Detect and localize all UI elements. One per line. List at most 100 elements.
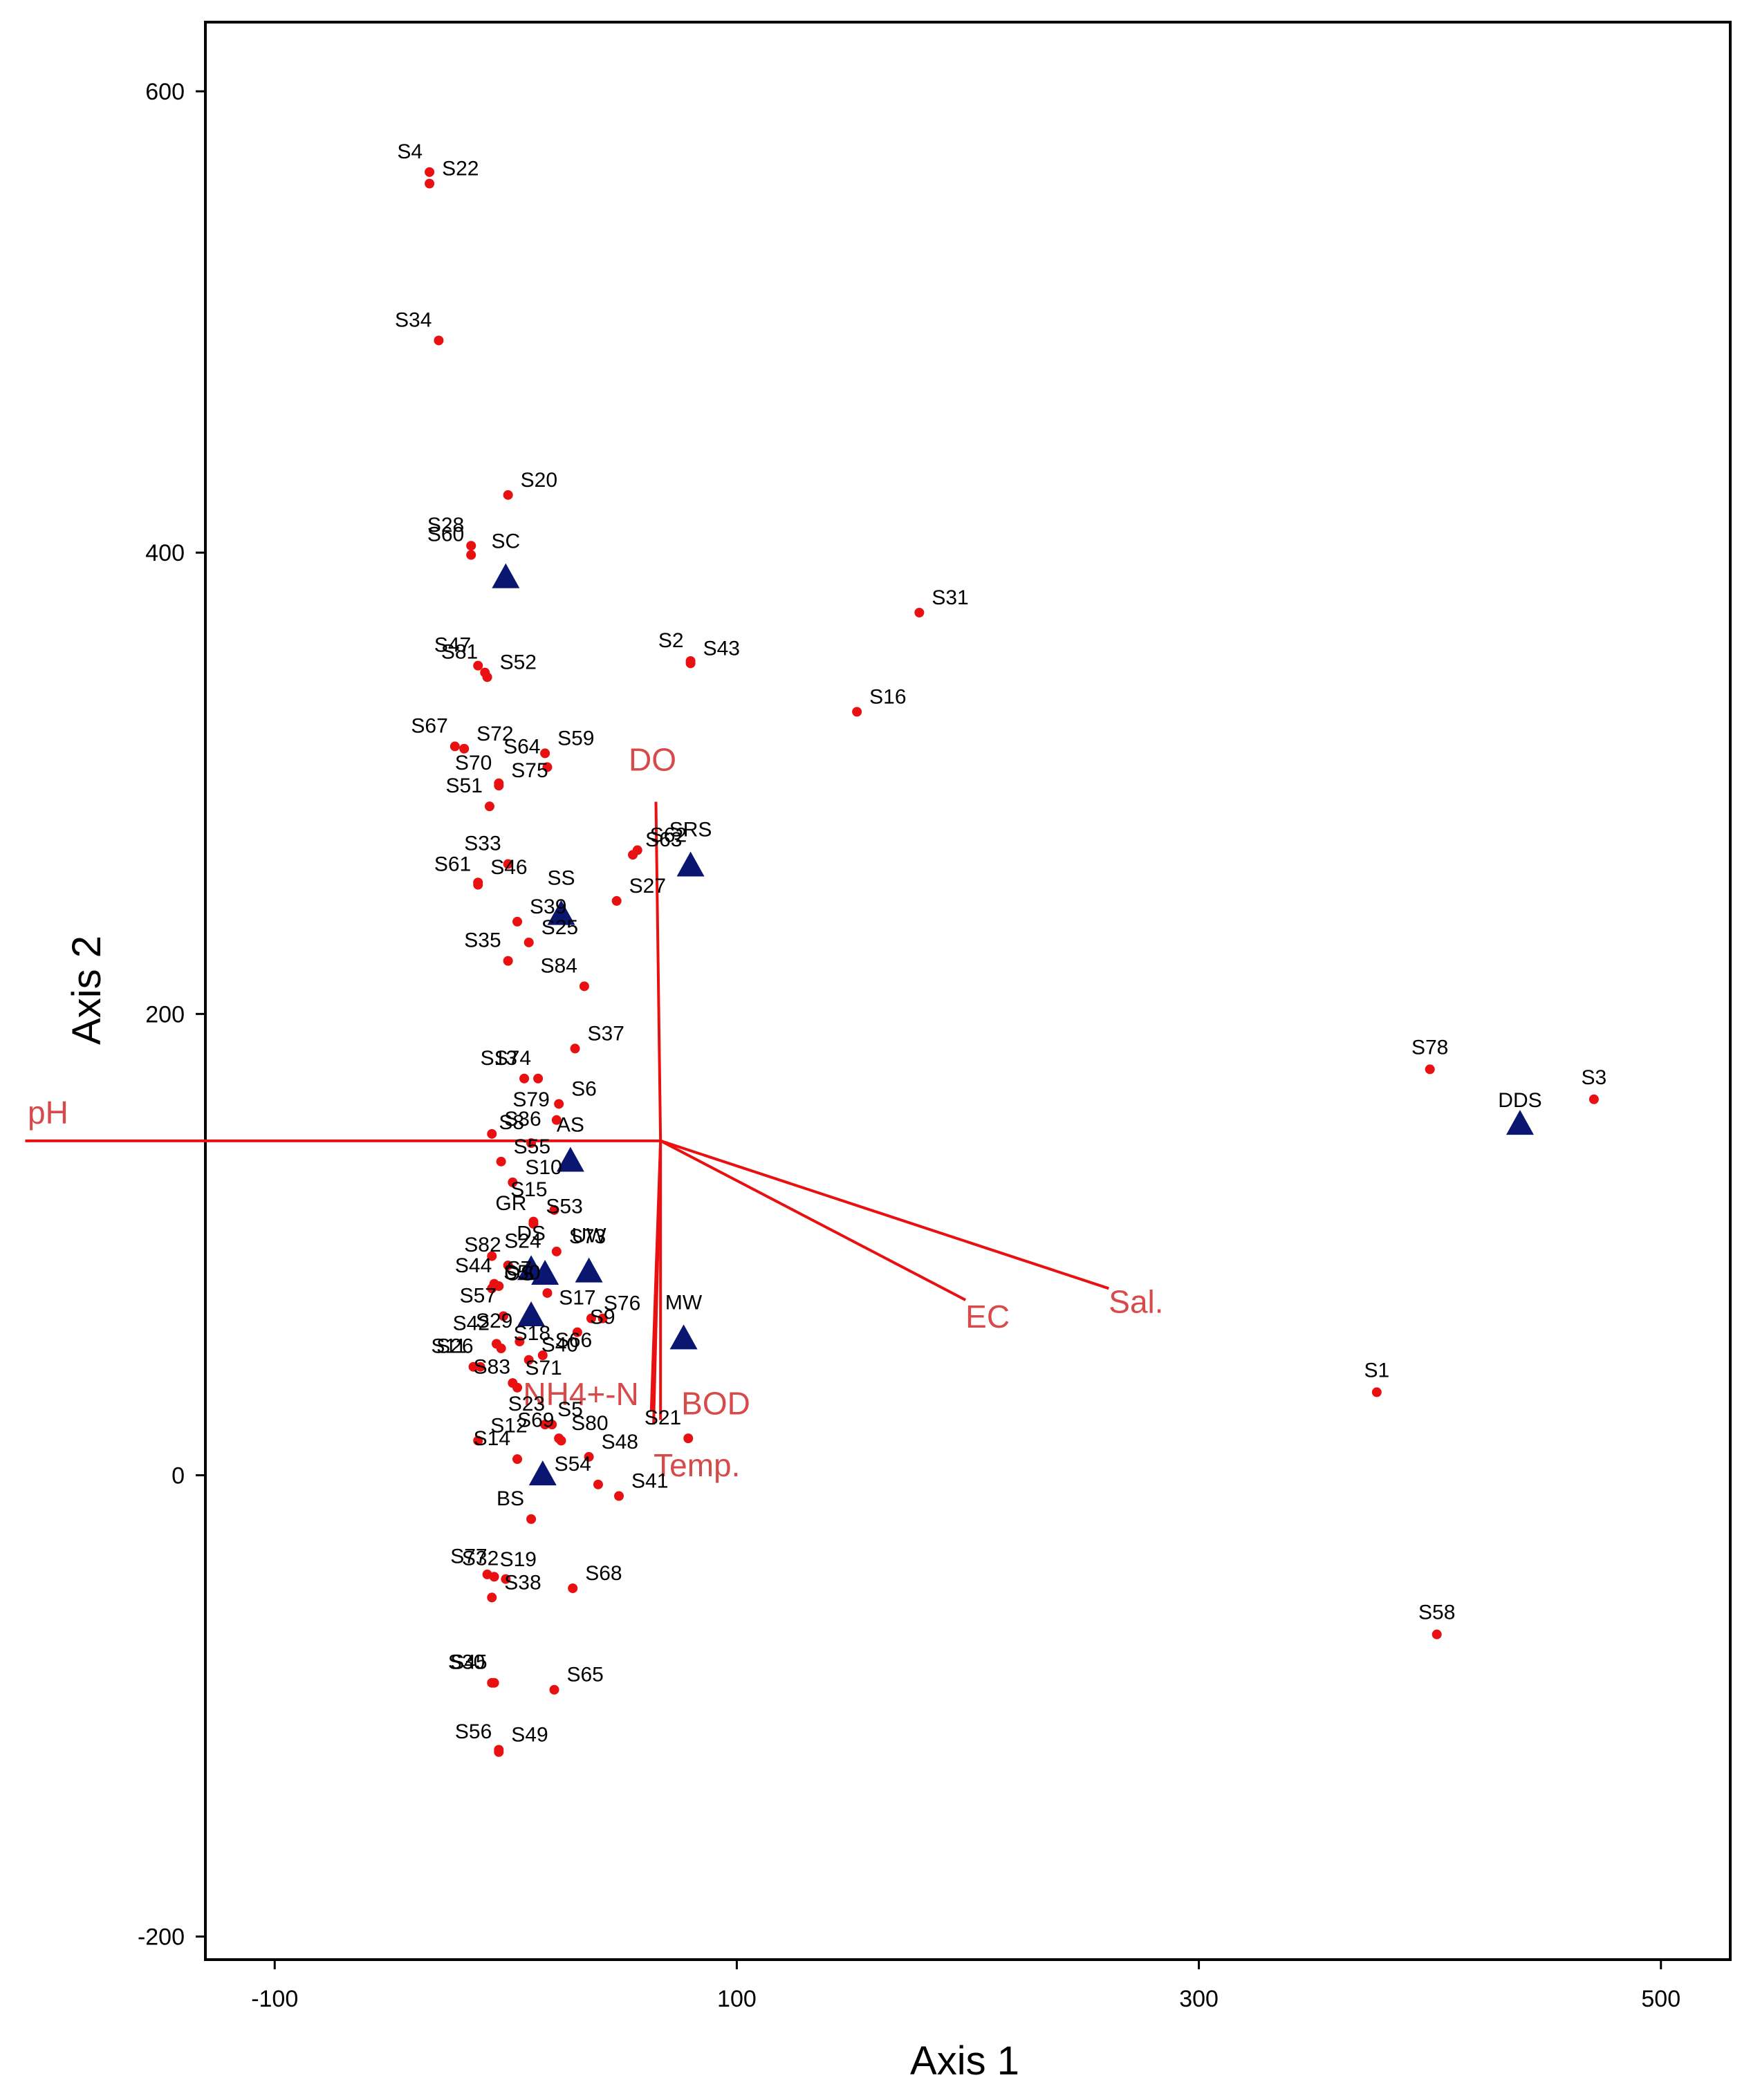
site-label: S66 (555, 1329, 592, 1352)
site-point (503, 490, 513, 500)
site-point (526, 1514, 537, 1524)
group-centroid (669, 1324, 698, 1350)
site-label: GR (495, 1192, 526, 1215)
vector-do (654, 801, 663, 1141)
y-tick-label: 600 (145, 79, 185, 105)
site-point (1588, 1094, 1599, 1104)
site-point (489, 1678, 499, 1688)
site-label: S53 (546, 1196, 582, 1218)
site-label: S82 (464, 1234, 501, 1256)
site-point (568, 1583, 578, 1593)
x-tick-label: -100 (251, 1986, 298, 2012)
site-point (468, 1362, 479, 1372)
site-label: S46 (490, 856, 527, 879)
site-point (487, 1283, 497, 1294)
site-point (542, 1288, 553, 1298)
site-point (487, 1251, 497, 1261)
site-label: S61 (434, 853, 471, 876)
site-point (597, 1313, 608, 1323)
site-labels: S4 S22 S34 S20 S28 SC S60 S31 S2 S43 S47 S52 S81 S16 S… (395, 140, 1606, 1747)
site-point (611, 895, 622, 906)
x-axis-title: Axis 1 (910, 2038, 1019, 2083)
site-label: S60 (427, 523, 464, 546)
y-axis-ticks: -200 0 200 400 600 (138, 79, 205, 1951)
site-label: S28 (427, 514, 464, 537)
site-point (487, 1592, 497, 1603)
site-label: S80 (571, 1412, 608, 1435)
site-point (570, 1043, 580, 1054)
site-point (914, 607, 925, 617)
site-label: S57 (460, 1284, 497, 1307)
site-point (628, 850, 638, 860)
vector-label: BOD (681, 1385, 750, 1421)
y-tick-label: 0 (172, 1463, 185, 1489)
site-label: OS (504, 1262, 534, 1285)
x-tick-label: 100 (717, 1986, 757, 2012)
site-point (549, 1684, 559, 1695)
site-point (579, 981, 589, 992)
site-label: S75 (511, 759, 548, 782)
site-point (494, 781, 504, 791)
site-point (614, 1491, 624, 1501)
site-point (501, 1574, 511, 1584)
site-label: S39 (530, 895, 566, 918)
x-tick-label: 300 (1179, 1986, 1219, 2012)
site-label: S16 (869, 685, 906, 708)
site-point (524, 937, 534, 947)
site-label: S59 (557, 727, 594, 750)
site-label: S63 (645, 828, 682, 851)
site-point (584, 1451, 594, 1462)
site-label: UW (572, 1225, 607, 1247)
site-label: S17 (559, 1287, 595, 1310)
site-label: S42 (453, 1312, 490, 1335)
x-axis-ticks: -100 100 300 500 (251, 1960, 1680, 2012)
site-label: S76 (604, 1292, 640, 1315)
site-point (466, 541, 476, 551)
site-label: S73 (569, 1225, 606, 1248)
site-label: S79 (512, 1088, 549, 1111)
site-label: S21 (645, 1406, 681, 1429)
site-label: S5 (557, 1398, 583, 1421)
plot-frame (204, 21, 1732, 1961)
site-label: S2 (658, 629, 684, 652)
site-label: SS (547, 867, 575, 890)
site-point (473, 660, 483, 671)
vector-ec (660, 1140, 967, 1301)
site-label: S9 (590, 1306, 615, 1329)
site-label: S51 (446, 774, 483, 797)
site-label: S34 (395, 308, 432, 331)
site-label: S45 (450, 1651, 487, 1674)
group-centroid (676, 851, 705, 877)
site-label: DDS (1498, 1089, 1541, 1112)
site-point (540, 1420, 550, 1430)
site-label: S40 (541, 1334, 578, 1357)
site-point (473, 1435, 483, 1446)
site-label: S68 (585, 1562, 622, 1585)
site-point (512, 1382, 523, 1393)
site-label: S7 (507, 1258, 532, 1281)
site-label: S41 (631, 1470, 668, 1493)
site-point (593, 1479, 603, 1489)
site-point (450, 741, 460, 752)
environmental-vectors: pH DO Sal. EC BOD NH4+-N Temp. (25, 741, 1164, 1483)
site-label: BS (497, 1487, 524, 1510)
site-label: S33 (464, 833, 501, 855)
site-label: S71 (525, 1357, 562, 1379)
vector-sal- (660, 1139, 1109, 1290)
site-label: AS (557, 1114, 584, 1137)
y-tick-label: 200 (145, 1001, 185, 1028)
site-point (572, 1327, 582, 1337)
site-label: S25 (541, 916, 578, 939)
site-label: S27 (629, 875, 666, 898)
site-label: S81 (441, 641, 478, 664)
site-point (526, 1138, 537, 1149)
site-label: S3 (1582, 1066, 1607, 1089)
site-label: S58 (1418, 1601, 1455, 1624)
site-label: S54 (555, 1453, 591, 1476)
site-label: S36 (504, 1108, 541, 1131)
site-point (503, 1260, 513, 1270)
site-label: S20 (521, 469, 557, 492)
site-points (425, 167, 1599, 1757)
site-point (475, 1362, 485, 1372)
site-label: S13 (481, 1047, 517, 1070)
